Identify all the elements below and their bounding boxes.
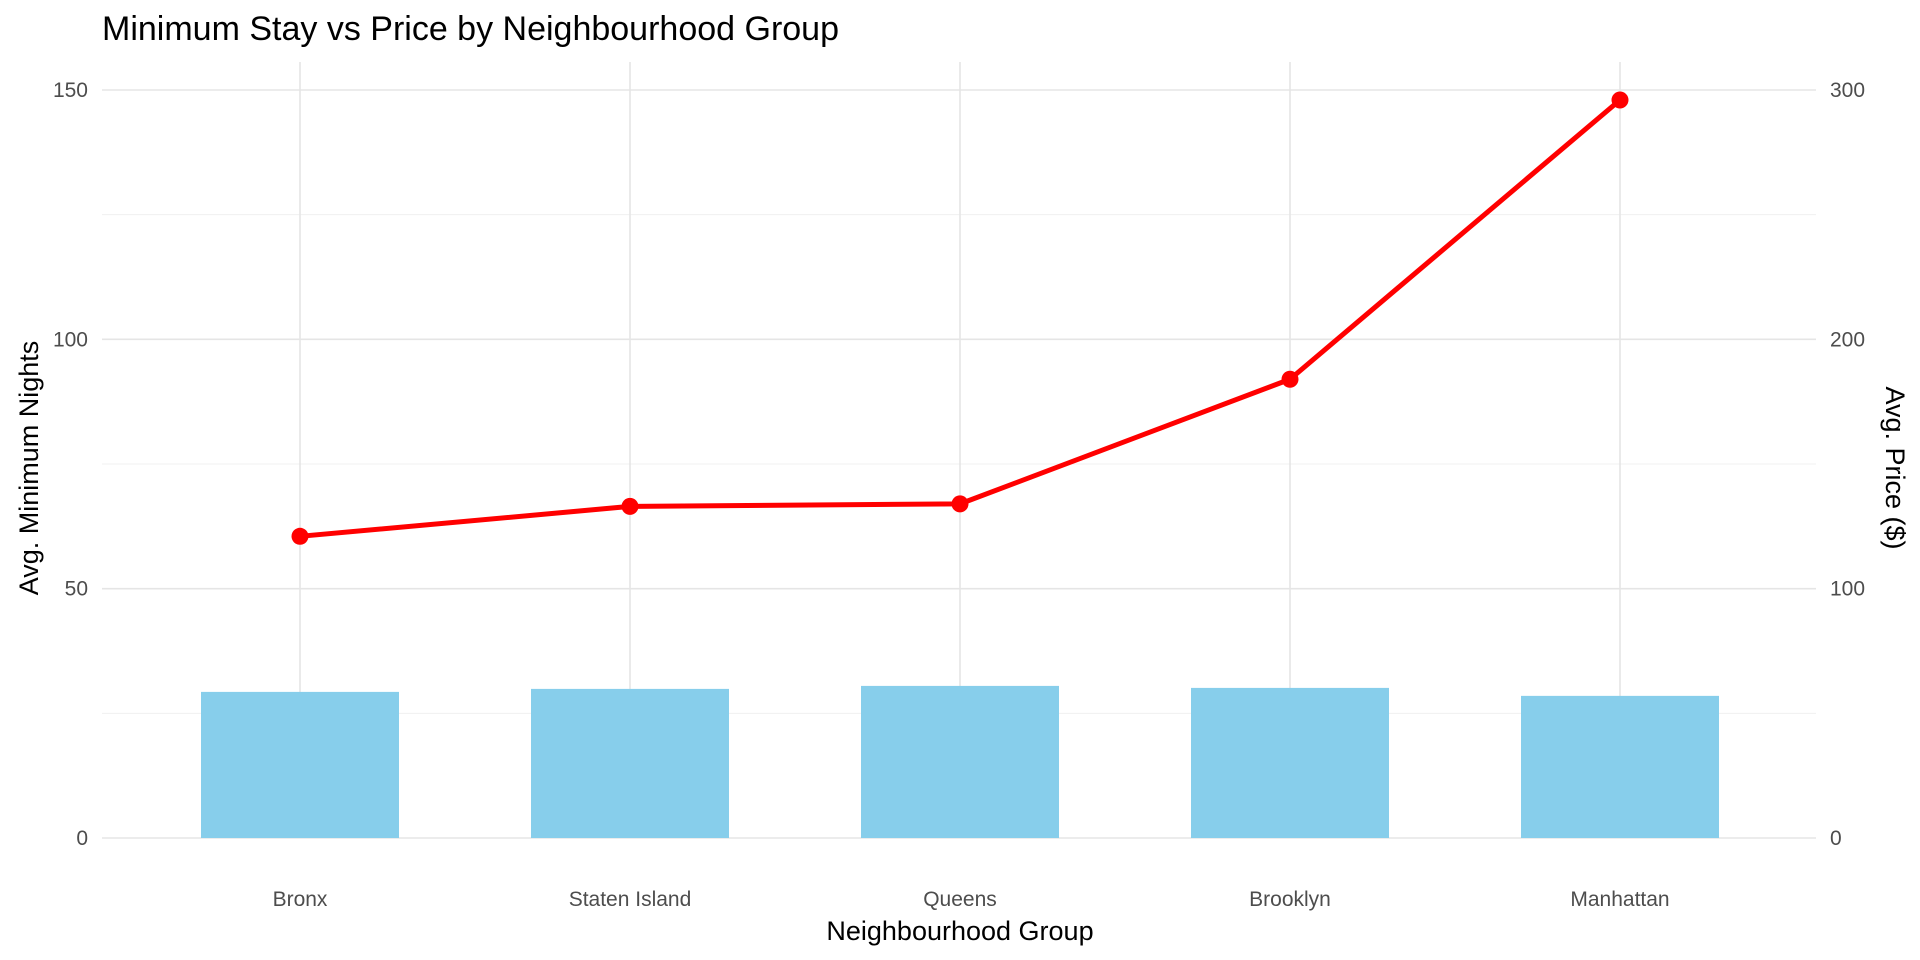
y2-tick-label: 100 [1830,578,1865,601]
price-point-bronx [291,527,309,545]
y-tick-label: 150 [53,79,88,102]
bar-brooklyn [1191,687,1389,838]
bar-queens [861,685,1059,838]
x-axis-title: Neighbourhood Group [826,916,1093,946]
bar-bronx [201,691,399,838]
y2-tick-label: 0 [1830,827,1842,850]
bar-series [201,685,1719,838]
price-point-brooklyn [1281,370,1299,388]
price-point-queens [951,495,969,513]
y2-tick-label: 300 [1830,79,1865,102]
y-tick-label: 50 [65,578,88,601]
price-point-manhattan [1611,91,1629,109]
y2-tick-label: 200 [1830,328,1865,351]
y-tick-label: 100 [53,328,88,351]
x-tick-label: Manhattan [1570,888,1669,911]
y-axis-left-title: Avg. Minimum Nights [14,341,44,596]
x-tick-label: Bronx [273,888,328,911]
y-tick-label: 0 [76,827,88,850]
bar-staten-island [531,688,729,838]
bar-manhattan [1521,695,1719,838]
price-point-staten-island [621,497,639,515]
x-tick-label: Brooklyn [1249,888,1331,911]
y-axis-right-title: Avg. Price ($) [1880,386,1910,549]
chart-title: Minimum Stay vs Price by Neighbourhood G… [102,10,839,48]
y-axis-left: 0 50 100 150 [53,79,88,850]
line-series [291,91,1629,545]
x-axis: Bronx Staten Island Queens Brooklyn Manhatta… [273,888,1670,911]
x-tick-label: Staten Island [569,888,692,911]
x-tick-label: Queens [923,888,997,911]
y-axis-right: 0 100 200 300 [1830,79,1865,850]
